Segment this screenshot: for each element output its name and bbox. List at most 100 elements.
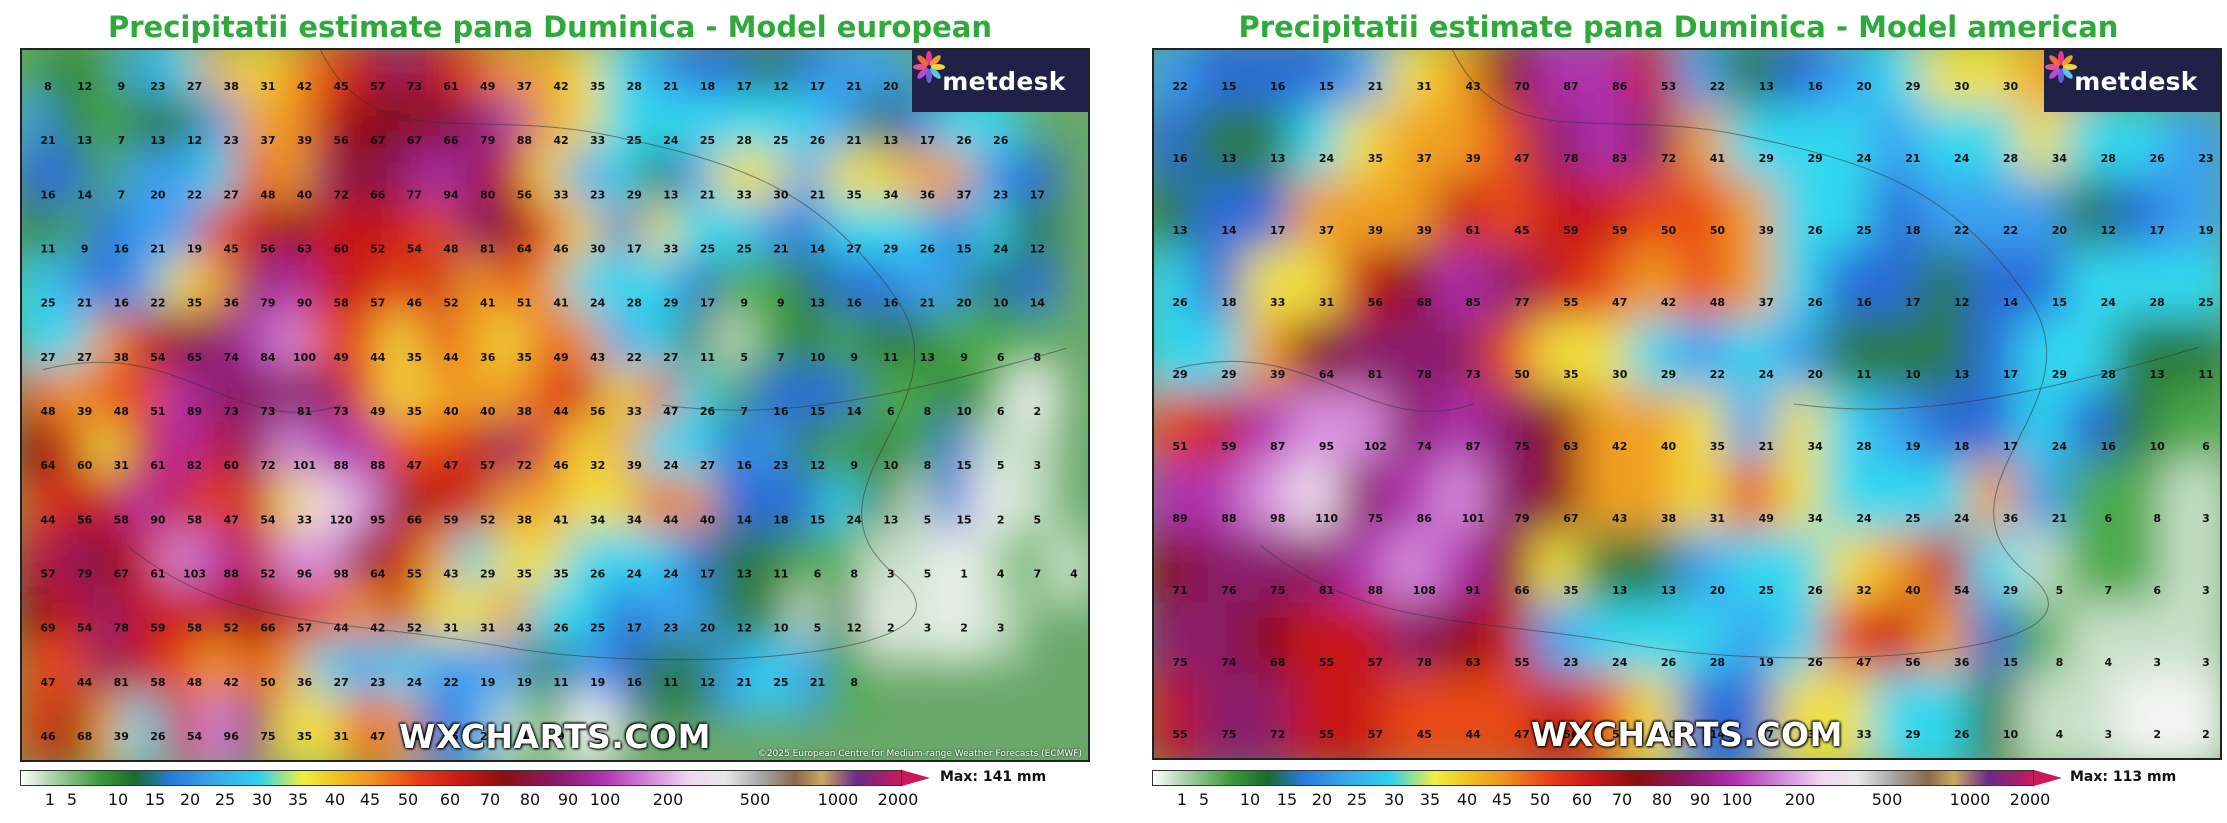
left-value-label: 35: [297, 730, 312, 743]
right-country-borders: [1175, 50, 2199, 659]
left-value-label: 33: [737, 188, 752, 201]
left-value-label: 23: [773, 459, 788, 472]
right-value-label: 15: [1319, 80, 1334, 93]
left-value-label: 27: [846, 243, 861, 256]
right-value-label: 19: [2198, 224, 2213, 237]
left-value-label: 13: [150, 134, 165, 147]
left-value-label: 45: [224, 243, 239, 256]
left-value-label: 3: [887, 568, 895, 581]
right-value-label: 40: [1905, 584, 1921, 597]
left-copyright: ©2025 European Centre for Medium-range W…: [757, 749, 1082, 759]
right-metdesk-logo: metdesk: [2044, 50, 2220, 112]
left-value-label: 9: [740, 297, 748, 310]
left-metdesk-logo: metdesk: [912, 50, 1088, 112]
left-value-label: 98: [333, 568, 348, 581]
left-value-label: 39: [297, 134, 312, 147]
left-value-label: 9: [117, 80, 125, 93]
right-value-label: 20: [2052, 224, 2068, 237]
left-value-label: 19: [590, 676, 605, 689]
right-legend-tick: 25: [1346, 790, 1368, 809]
left-value-label: 11: [553, 676, 568, 689]
right-value-label: 16: [1856, 296, 1872, 309]
left-value-label: 26: [700, 405, 716, 418]
left-value-label: 3: [924, 622, 932, 635]
left-value-label: 57: [297, 622, 312, 635]
right-value-label: 79: [1514, 512, 1529, 525]
left-value-label: 12: [773, 80, 788, 93]
left-value-label: 11: [40, 243, 55, 256]
left-value-label: 43: [590, 351, 605, 364]
left-value-label: 5: [814, 622, 822, 635]
left-value-label: 82: [187, 459, 202, 472]
left-value-label: 5: [924, 568, 932, 581]
right-value-label: 24: [1856, 512, 1872, 525]
left-value-label: 27: [663, 351, 678, 364]
left-value-label: 20: [956, 297, 972, 310]
left-value-label: 56: [260, 243, 276, 256]
right-value-label: 8: [2056, 656, 2064, 669]
left-value-label: 54: [187, 730, 203, 743]
left-value-label: 88: [224, 568, 239, 581]
right-value-label: 35: [1563, 584, 1578, 597]
left-value-label: 15: [810, 513, 825, 526]
left-value-label: 13: [920, 351, 935, 364]
left-value-label: 61: [150, 459, 165, 472]
left-value-label: 43: [517, 622, 532, 635]
left-value-label: 67: [407, 134, 422, 147]
right-value-label: 29: [1661, 368, 1676, 381]
left-value-label: 57: [480, 459, 495, 472]
left-value-label: 12: [700, 676, 715, 689]
left-value-label: 25: [773, 134, 788, 147]
left-value-label: 16: [737, 459, 753, 472]
left-max-label: Max: 141 mm: [940, 769, 1047, 785]
left-value-label: 26: [993, 134, 1009, 147]
right-value-label: 16: [1270, 80, 1286, 93]
right-value-label: 86: [1417, 512, 1433, 525]
right-value-label: 37: [1417, 152, 1432, 165]
right-value-label: 76: [1221, 584, 1237, 597]
right-legend-arrow: [2034, 770, 2062, 786]
left-value-label: 58: [150, 676, 165, 689]
left-value-label: 26: [590, 568, 606, 581]
left-value-label: 55: [407, 568, 422, 581]
left-value-label: 48: [187, 676, 202, 689]
left-value-label: 8: [850, 676, 858, 689]
left-value-label: 36: [920, 188, 936, 201]
left-value-label: 10: [993, 297, 1009, 310]
right-value-label: 38: [1661, 512, 1676, 525]
left-value-label: 58: [187, 513, 202, 526]
right-value-label: 13: [1172, 224, 1187, 237]
right-value-label: 48: [1710, 296, 1725, 309]
left-value-label: 14: [846, 405, 862, 418]
right-value-label: 24: [1759, 368, 1775, 381]
left-value-label: 17: [627, 243, 642, 256]
right-value-label: 7: [2104, 584, 2112, 597]
right-value-label: 14: [2003, 296, 2019, 309]
right-legend-tick: 30: [1383, 790, 1405, 809]
left-value-label: 10: [810, 351, 826, 364]
left-value-label: 8: [850, 568, 858, 581]
left-value-label: 13: [663, 188, 678, 201]
left-legend-colorbar: [20, 770, 902, 786]
left-value-label: 21: [480, 730, 495, 743]
right-legend-tick: 10: [1239, 790, 1261, 809]
left-value-label: 49: [553, 351, 568, 364]
left-value-label: 23: [993, 188, 1008, 201]
left-value-label: 78: [114, 622, 129, 635]
right-value-label: 3: [2153, 656, 2161, 669]
left-value-label: 14: [77, 188, 93, 201]
left-value-label: 94: [443, 188, 459, 201]
right-value-label: 47: [1514, 152, 1529, 165]
left-value-label: 31: [114, 459, 129, 472]
right-legend-tick: 5: [1198, 790, 1210, 809]
left-value-label: 12: [846, 622, 861, 635]
right-value-label: 6: [2104, 512, 2112, 525]
right-value-label: 14: [1221, 224, 1237, 237]
left-value-label: 100: [293, 351, 316, 364]
left-value-label: 17: [700, 297, 715, 310]
left-value-label: 35: [590, 80, 605, 93]
right-value-label: 13: [1221, 152, 1236, 165]
right-value-label: 24: [1954, 152, 1970, 165]
left-value-label: 120: [330, 513, 353, 526]
right-value-label: 78: [1417, 656, 1432, 669]
